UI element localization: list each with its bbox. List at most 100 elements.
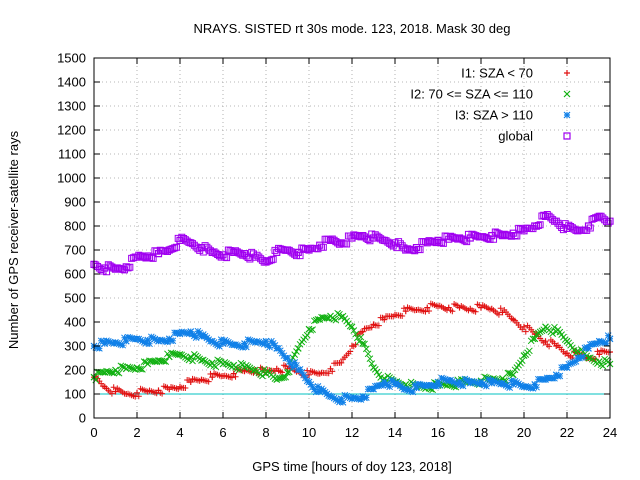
series-4-point bbox=[154, 250, 163, 258]
series-4-trace-marker bbox=[377, 235, 385, 243]
series-4-point bbox=[595, 212, 603, 220]
series-2-point bbox=[327, 312, 334, 320]
x-tick-label: 24 bbox=[603, 425, 617, 440]
series-4-trace-marker bbox=[513, 232, 521, 240]
series-4-trace-marker bbox=[255, 253, 263, 261]
series-1-point bbox=[134, 389, 140, 396]
series-4-trace-marker bbox=[206, 247, 214, 255]
series-4-point bbox=[219, 251, 227, 259]
series-4-trace-marker bbox=[99, 267, 107, 275]
series-3-trace-marker bbox=[309, 383, 316, 391]
series-2-point bbox=[531, 335, 539, 343]
legend-marker-2 bbox=[563, 90, 571, 98]
series-3-trace-marker bbox=[119, 341, 127, 349]
series-4-trace-marker bbox=[183, 237, 191, 245]
series-4-point bbox=[563, 224, 571, 232]
series-1-point bbox=[241, 368, 248, 375]
series-4-trace-marker bbox=[482, 234, 490, 242]
series-4-trace-marker bbox=[565, 221, 573, 229]
series-3-point bbox=[423, 382, 431, 390]
series-2-point bbox=[552, 328, 560, 336]
series-3-trace-marker bbox=[508, 377, 515, 384]
series-3-point bbox=[219, 340, 227, 348]
series-2-trace-marker bbox=[160, 357, 168, 365]
series-3-point bbox=[284, 354, 291, 362]
series-3-trace-marker bbox=[432, 382, 440, 390]
series-2-trace-marker bbox=[529, 335, 537, 343]
series-4-trace-marker bbox=[180, 235, 188, 242]
series-2-point bbox=[187, 353, 195, 361]
y-tick-label: 100 bbox=[64, 387, 86, 402]
series-4-trace-marker bbox=[543, 211, 551, 218]
series-1-trace-marker bbox=[325, 370, 332, 377]
series-4-point bbox=[337, 239, 345, 247]
series-4-point bbox=[316, 241, 324, 249]
series-2-trace-marker bbox=[368, 360, 376, 367]
series-2-trace-marker bbox=[332, 316, 340, 324]
series-3-trace-marker bbox=[291, 359, 299, 366]
series-4-trace-marker bbox=[172, 243, 180, 251]
series-3-trace-marker bbox=[405, 387, 413, 394]
series-4-point bbox=[434, 236, 442, 244]
series-2-point bbox=[165, 353, 173, 361]
series-3-trace-marker bbox=[490, 377, 497, 384]
series-4-trace-marker bbox=[203, 243, 211, 251]
series-1-point bbox=[359, 328, 366, 335]
series-3-trace-marker bbox=[362, 394, 370, 401]
series-3-trace-marker bbox=[164, 338, 171, 346]
series-1-trace-marker bbox=[522, 328, 529, 335]
series-1-point bbox=[349, 343, 355, 349]
series-4-trace-marker bbox=[212, 249, 220, 257]
series-1-trace-marker bbox=[232, 373, 239, 380]
series-3-point bbox=[133, 335, 141, 343]
series-3-trace-marker bbox=[276, 347, 284, 355]
series-4-point bbox=[445, 235, 453, 243]
series-3-trace-marker bbox=[106, 338, 114, 346]
series-3-point bbox=[144, 336, 152, 344]
series-4-point bbox=[552, 217, 560, 225]
series-4-trace-marker bbox=[568, 224, 576, 232]
y-tick-label: 500 bbox=[64, 291, 86, 306]
series-4-point bbox=[359, 232, 367, 240]
series-4-point bbox=[251, 253, 259, 261]
series-4-point bbox=[348, 234, 356, 242]
series-1-point bbox=[177, 383, 183, 390]
series-4-trace-marker bbox=[126, 263, 134, 271]
series-1-point bbox=[467, 305, 474, 312]
series-2-point bbox=[101, 368, 109, 376]
y-tick-label: 900 bbox=[64, 195, 86, 210]
series-1-trace-marker bbox=[110, 384, 117, 391]
series-1-trace-marker bbox=[228, 374, 235, 381]
series-4-point bbox=[133, 253, 141, 261]
series-3-trace-marker bbox=[169, 337, 177, 345]
series-3-trace-marker bbox=[196, 329, 204, 337]
series-3-trace-marker bbox=[257, 339, 264, 347]
series-3-point bbox=[380, 378, 388, 386]
series-4-trace-marker bbox=[549, 216, 557, 224]
series-4-trace-marker bbox=[601, 216, 609, 224]
series-1-point bbox=[273, 365, 280, 372]
series-1-trace-marker bbox=[497, 305, 504, 312]
y-tick-label: 400 bbox=[64, 315, 86, 330]
series-3-trace-marker bbox=[497, 380, 505, 388]
series-3-trace-marker bbox=[121, 334, 128, 342]
series-3-point bbox=[552, 371, 560, 379]
series-3-point bbox=[595, 337, 603, 345]
series-4-point bbox=[380, 236, 388, 244]
series-2-point bbox=[133, 364, 141, 372]
series-1-point bbox=[198, 376, 205, 383]
series-3-trace-marker bbox=[108, 339, 116, 347]
series-4-point bbox=[369, 234, 378, 242]
series-2-trace-marker bbox=[526, 347, 533, 355]
series-3-point bbox=[187, 328, 195, 336]
series-3-trace-marker bbox=[570, 358, 578, 366]
series-1-point bbox=[101, 383, 108, 390]
series-4-trace-marker bbox=[332, 238, 340, 246]
series-3-point bbox=[585, 344, 592, 352]
series-3-point bbox=[391, 380, 399, 388]
series-2-point bbox=[208, 359, 216, 367]
series-1-point bbox=[424, 304, 431, 311]
series-3-trace-marker bbox=[293, 361, 300, 369]
series-3-trace-marker bbox=[409, 388, 417, 396]
series-4-point bbox=[584, 222, 593, 230]
